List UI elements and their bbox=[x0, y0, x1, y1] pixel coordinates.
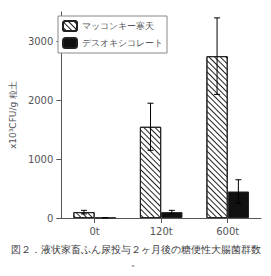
svg-text:600t: 600t bbox=[216, 226, 239, 237]
svg-text:0: 0 bbox=[47, 213, 53, 224]
svg-text:0t: 0t bbox=[89, 226, 99, 237]
svg-text:3000: 3000 bbox=[28, 36, 53, 47]
svg-text:2000: 2000 bbox=[28, 95, 53, 106]
svg-text:x10³CFU/g 粒土: x10³CFU/g 粒土 bbox=[8, 81, 18, 149]
svg-text:図２．液状家畜ふん尿投与２ヶ月後の糖便性大腸菌群数: 図２．液状家畜ふん尿投与２ヶ月後の糖便性大腸菌群数 bbox=[11, 244, 261, 255]
svg-text:デスオキシコレート: デスオキシコレート bbox=[82, 38, 163, 48]
svg-text:120t: 120t bbox=[150, 226, 173, 237]
svg-text:マッコンキー寒天: マッコンキー寒天 bbox=[82, 21, 154, 31]
svg-text:。: 。 bbox=[131, 257, 141, 268]
svg-text:1000: 1000 bbox=[28, 154, 53, 165]
